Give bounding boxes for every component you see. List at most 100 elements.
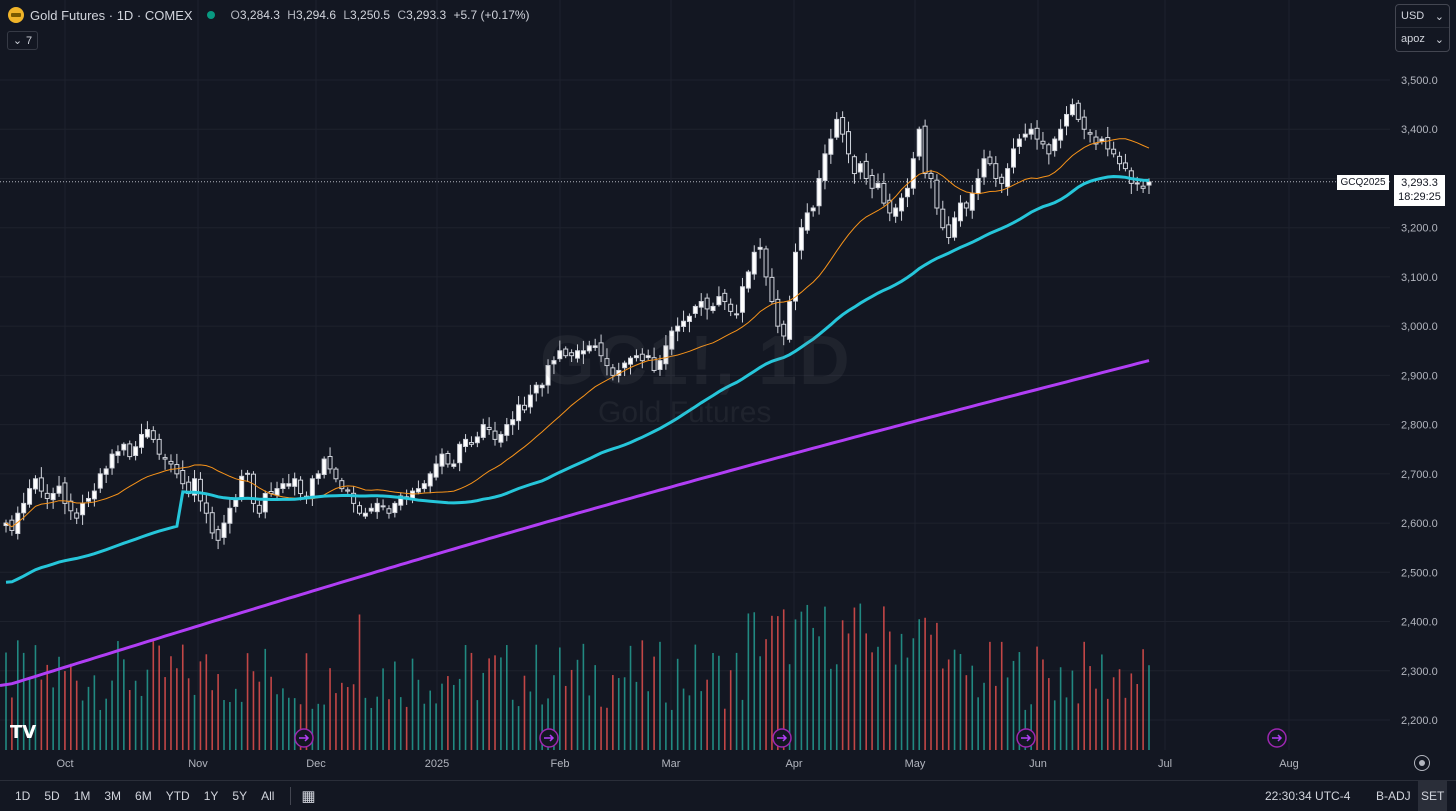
volume-bar <box>694 644 697 750</box>
volume-bar <box>500 657 502 750</box>
volume-bar <box>606 707 608 750</box>
volume-bar <box>105 698 107 750</box>
volume-bar <box>759 656 761 750</box>
event-marker-icon[interactable] <box>539 728 559 748</box>
candle-body <box>1069 104 1075 116</box>
timeframe-5d[interactable]: 5D <box>44 789 60 803</box>
volume-bar <box>193 694 196 750</box>
timeframe-1d[interactable]: 1D <box>15 789 31 803</box>
volume-bar <box>924 617 926 750</box>
candle-body <box>946 224 952 239</box>
volume-bar <box>1124 697 1127 750</box>
timeframe-ytd[interactable]: YTD <box>165 789 190 803</box>
volume-bar <box>1059 667 1062 750</box>
volume-bar <box>806 604 809 750</box>
event-marker-icon[interactable] <box>1016 728 1036 748</box>
candle-body <box>256 504 262 514</box>
time-tick-label: Apr <box>785 758 802 770</box>
volume-bar <box>270 676 272 750</box>
timeframe-1y[interactable]: 1Y <box>203 789 219 803</box>
candle-body <box>1111 148 1117 155</box>
volume-bar <box>252 671 255 750</box>
symbol-title[interactable]: Gold Futures · 1D · COMEX <box>30 7 193 23</box>
price-tick-label: 2,300.0 <box>1401 666 1438 678</box>
event-marker-icon[interactable] <box>772 728 792 748</box>
market-status-icon <box>206 11 215 19</box>
candle-body <box>150 430 156 440</box>
candle-body <box>286 483 292 487</box>
volume-bar <box>853 607 856 750</box>
volume-bar <box>40 679 43 750</box>
candle-body <box>351 492 357 504</box>
volume-bar <box>865 633 867 750</box>
timeframe-5y[interactable]: 5Y <box>232 789 248 803</box>
volume-bar <box>70 663 72 750</box>
currency-selector[interactable]: USD ⌄ apoz ⌄ <box>1395 4 1450 52</box>
indicators-toggle[interactable]: ⌄ 7 <box>7 31 38 50</box>
event-marker-icon[interactable] <box>1267 728 1287 748</box>
volume-bar <box>570 669 573 750</box>
price-axis: 3,500.03,400.03,300.03,200.03,100.03,000… <box>1401 75 1438 727</box>
gear-icon[interactable] <box>1414 755 1430 771</box>
session-toggle[interactable]: SET <box>1418 781 1448 811</box>
volume-bar <box>647 691 650 750</box>
candle-body <box>492 430 498 440</box>
time-tick-label: Dec <box>306 758 326 770</box>
currency-mode[interactable]: apoz ⌄ <box>1396 27 1449 50</box>
time-tick-label: Jun <box>1029 758 1047 770</box>
volume-bar <box>1112 677 1115 750</box>
volume-bar <box>612 675 614 750</box>
volume-bar <box>229 701 231 750</box>
timeframe-6m[interactable]: 6M <box>135 789 152 803</box>
volume-bar <box>234 688 237 750</box>
candle-body <box>1028 128 1034 135</box>
volume-bar <box>1018 652 1021 750</box>
chevron-down-icon: ⌄ <box>12 35 23 47</box>
candle-body <box>563 348 569 357</box>
ma-fast-line <box>5 138 1150 528</box>
candle-body <box>504 424 510 436</box>
candle-body <box>333 468 339 480</box>
timeframe-3m[interactable]: 3M <box>104 789 122 803</box>
symbol-legend[interactable]: Gold Futures · 1D · COMEX O3,284.3 H3,29… <box>8 7 530 23</box>
volume-bar <box>388 699 390 750</box>
candle-body <box>139 433 145 448</box>
candle-body <box>345 489 351 492</box>
volume-bar <box>735 652 738 750</box>
volume-bar <box>58 656 60 750</box>
volume-bar <box>52 687 54 750</box>
timeframe-all[interactable]: All <box>261 789 275 803</box>
volume-bar <box>211 690 214 750</box>
volume-bar <box>181 644 184 750</box>
candle-body <box>309 478 315 497</box>
candle-body <box>339 480 345 490</box>
timeframe-1m[interactable]: 1M <box>73 789 91 803</box>
volume-bar <box>394 661 396 750</box>
candle-body <box>1087 132 1093 135</box>
currency-unit[interactable]: USD ⌄ <box>1401 10 1444 23</box>
adjust-toggle[interactable]: B-ADJ <box>1376 789 1411 803</box>
volume-bar <box>676 658 679 750</box>
price-tick-label: 2,400.0 <box>1401 617 1438 629</box>
calendar-icon[interactable]: ▦ <box>301 788 316 805</box>
volume-bar <box>812 627 814 750</box>
volume-bar <box>123 659 125 750</box>
candle-body <box>427 473 433 487</box>
candle-body <box>527 394 533 408</box>
candle-body <box>215 529 221 541</box>
volume-bar <box>623 677 626 750</box>
candle-body <box>80 502 86 516</box>
candle-body <box>963 202 969 209</box>
candle-body <box>451 463 457 467</box>
volume-bar <box>564 685 567 750</box>
volume-bar <box>335 693 337 750</box>
event-marker-icon[interactable] <box>294 728 314 748</box>
candle-body <box>792 251 798 302</box>
candle-body <box>987 156 993 165</box>
volume-bar <box>1083 641 1085 750</box>
volume-bar <box>529 691 532 750</box>
volume-bar <box>965 675 968 750</box>
volume-bar <box>617 678 620 750</box>
clock[interactable]: 22:30:34 UTC-4 <box>1265 789 1351 803</box>
